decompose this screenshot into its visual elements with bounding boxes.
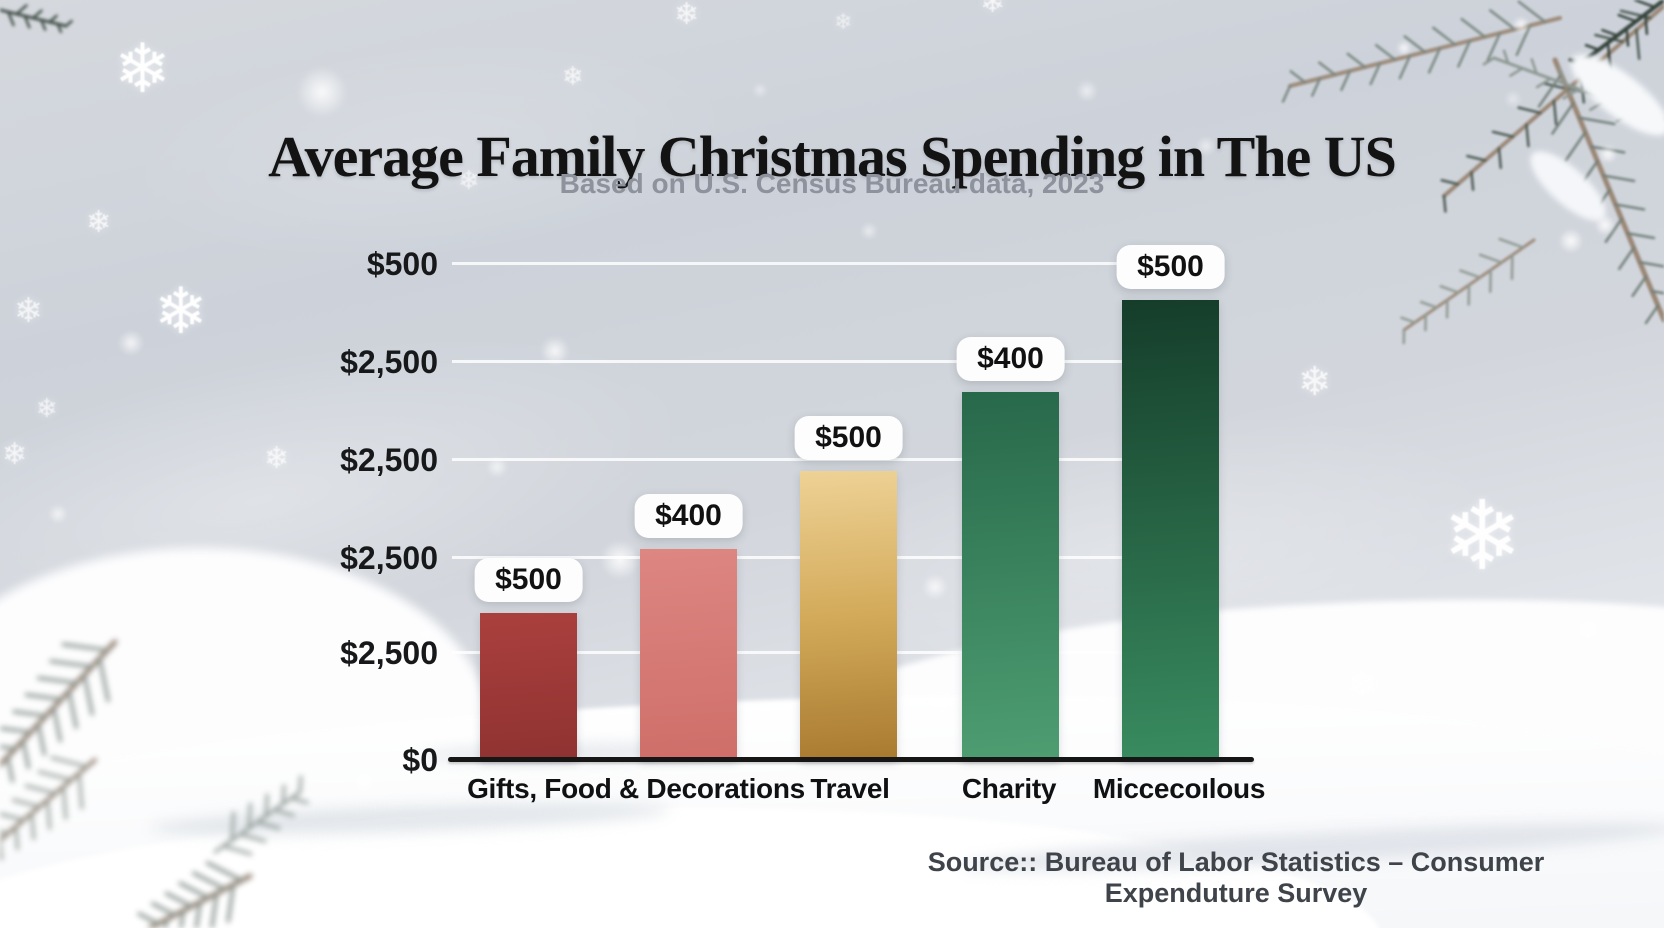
x-axis-category-label: Miccecoılous — [1092, 773, 1266, 804]
chart-bar — [1122, 300, 1219, 760]
x-axis-category-label: Travel — [810, 773, 890, 804]
chart-bar — [640, 549, 737, 760]
chart-bar — [962, 392, 1059, 760]
gridline — [452, 360, 1192, 363]
y-axis-tick-label: $2,500 — [340, 540, 438, 576]
x-axis-category-label: Gifts, Food & Decorations — [467, 773, 805, 804]
berry-dot — [1558, 228, 1584, 254]
berry-dot — [1594, 214, 1616, 236]
x-axis-category-label: Charity — [961, 773, 1057, 804]
y-axis-tick-label: $500 — [366, 246, 438, 282]
berry-dot — [1396, 40, 1412, 56]
pine-branch-bottom-left-icon — [0, 639, 309, 928]
gridline — [452, 262, 1192, 265]
bar-group: $400 — [956, 337, 1065, 760]
y-axis-tick-label: $0 — [402, 742, 438, 778]
bar-value-label: $400 — [634, 494, 743, 538]
bar-group: $500 — [794, 416, 903, 760]
berry-dot — [1512, 16, 1530, 34]
source-caption: Source:: Bureau of Labor Statistics – Co… — [927, 847, 1545, 908]
bar-value-label: $400 — [956, 337, 1065, 381]
chart-title: Average Family Christmas Spending in The… — [268, 123, 1397, 189]
y-axis-tick-label: $2,500 — [340, 635, 438, 671]
berry-dot — [1598, 144, 1618, 164]
chart-subtitle: Based on U.S. Census Bureau data, 2023 — [559, 168, 1105, 199]
bar-value-label: $500 — [474, 558, 583, 602]
bar-value-label: $500 — [1116, 245, 1225, 289]
bar-group: $500 — [474, 558, 583, 760]
y-axis-tick-label: $2,500 — [340, 442, 438, 478]
x-axis-line — [448, 757, 1254, 762]
y-axis-tick-label: $2,500 — [340, 344, 438, 380]
bar-group: $500 — [1116, 245, 1225, 760]
chart-bar — [480, 613, 577, 760]
pine-branch-top-left-icon — [0, 4, 73, 34]
chart-bar — [800, 471, 897, 760]
bar-value-label: $500 — [794, 416, 903, 460]
bar-group: $400 — [634, 494, 743, 760]
